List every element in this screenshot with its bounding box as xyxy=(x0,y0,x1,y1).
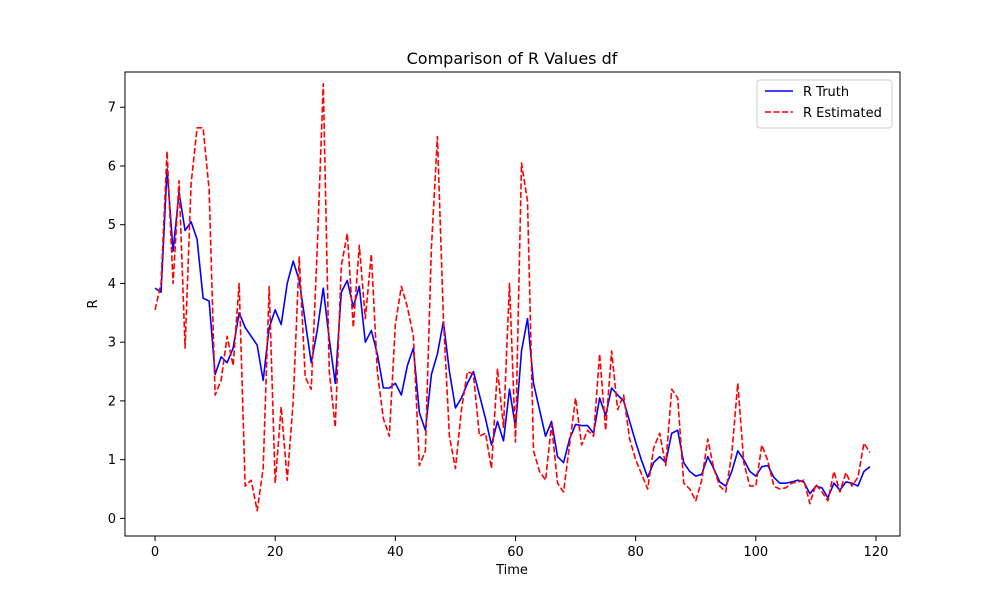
series-layer xyxy=(154,82,871,512)
x-tick-label: 40 xyxy=(387,545,404,560)
legend-label: R Truth xyxy=(803,85,849,100)
x-tick-label: 60 xyxy=(507,545,524,560)
plot-area: 0 20 40 60 80 100 120 0 1 2 3 4 5 6 7 xyxy=(108,71,901,560)
series-line-r-estimated xyxy=(154,82,871,512)
y-axis: 0 1 2 3 4 5 6 7 xyxy=(108,101,125,527)
axes-frame xyxy=(124,71,901,537)
y-tick-label: 5 xyxy=(108,218,116,233)
y-tick-label: 4 xyxy=(108,277,116,292)
y-tick-label: 2 xyxy=(108,394,116,409)
legend-items: R Truth R Estimated xyxy=(765,85,882,121)
chart-title: Comparison of R Values df xyxy=(407,49,618,68)
y-tick-label: 6 xyxy=(108,159,116,174)
legend-label: R Estimated xyxy=(803,106,882,121)
x-axis-label: Time xyxy=(495,563,528,578)
x-tick-label: 20 xyxy=(267,545,284,560)
x-tick-label: 120 xyxy=(864,545,889,560)
x-tick-label: 0 xyxy=(151,545,159,560)
y-tick-label: 3 xyxy=(108,336,116,351)
x-tick-label: 100 xyxy=(743,545,768,560)
y-tick-label: 7 xyxy=(108,101,116,116)
legend: R Truth R Estimated xyxy=(756,79,893,129)
x-axis: 0 20 40 60 80 100 120 xyxy=(151,536,888,560)
series-line-r-truth xyxy=(154,168,871,499)
y-tick-label: 0 xyxy=(108,512,116,527)
y-axis-label: R xyxy=(86,299,101,308)
x-tick-label: 80 xyxy=(627,545,644,560)
legend-box xyxy=(756,79,893,129)
y-tick-label: 1 xyxy=(108,453,116,468)
